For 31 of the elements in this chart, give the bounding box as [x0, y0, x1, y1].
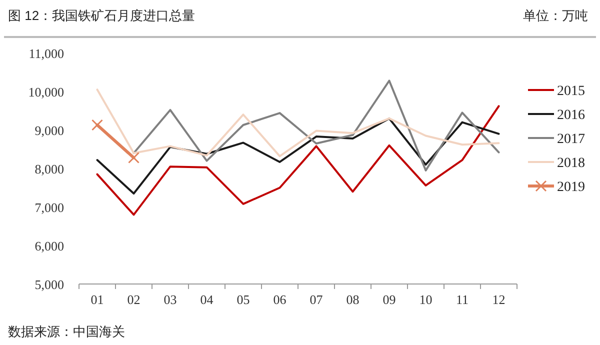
x-tick-label: 10 [419, 292, 432, 307]
x-tick-label: 09 [382, 292, 396, 307]
legend-label: 2018 [557, 156, 585, 171]
text: 单位：万吨 [523, 8, 588, 23]
x-tick-label: 04 [200, 292, 214, 307]
legend-label: 2017 [557, 132, 585, 147]
line-series [96, 105, 500, 216]
y-tick-label: 5,000 [34, 277, 64, 292]
legend-label: 2016 [557, 108, 585, 123]
line-series [132, 80, 500, 172]
x-tick-label: 11 [456, 292, 469, 307]
chart-title: 图 12：我国铁矿石月度进口总量 [8, 8, 196, 23]
legend-label: 2015 [557, 84, 585, 99]
legend-label: 2019 [557, 180, 585, 195]
x-tick-label: 01 [90, 292, 104, 307]
y-tick-label: 8,000 [34, 162, 64, 176]
x-tick-label: 06 [273, 292, 287, 307]
x-tick-label: 02 [127, 292, 140, 307]
y-tick-label: 9,000 [34, 123, 64, 138]
y-tick-label: 6,000 [34, 238, 64, 254]
x-tick-label: 08 [346, 292, 360, 307]
y-tick-label: 11,000 [28, 46, 64, 61]
y-tick-label: 10,000 [28, 84, 64, 100]
x-tick-label: 07 [310, 292, 324, 307]
y-tick-label: 7,000 [34, 200, 64, 215]
line-series [96, 88, 500, 158]
x-tick-label: 05 [236, 292, 250, 307]
x-tick-label: 03 [164, 292, 177, 307]
x-tick-label: 12 [492, 292, 506, 307]
line-series [96, 117, 500, 195]
source-note: 数据来源：中国海关 [8, 324, 125, 339]
